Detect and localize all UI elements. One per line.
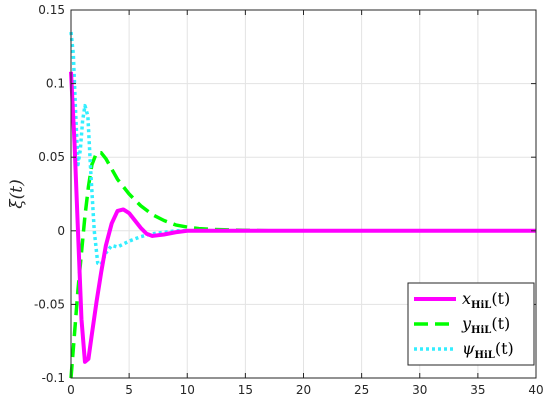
legend-entry-1: yHiL(t): [461, 314, 510, 336]
series-line-1: [69, 151, 536, 379]
y-tick-label: 0.15: [38, 3, 65, 17]
x-tick-label: 40: [528, 383, 543, 397]
y-tick-label: 0: [57, 224, 65, 238]
x-tick-label: 20: [296, 383, 311, 397]
x-tick-label: 15: [238, 383, 253, 397]
legend-entry-argument: (t): [491, 289, 510, 308]
x-tick-label: 5: [125, 383, 133, 397]
legend-entry-symbol: ψ: [462, 339, 475, 358]
grid: [70, 9, 537, 379]
y-axis-label: ξ(t): [7, 179, 27, 208]
axis-ticks: 0 5 10 15 20 25 30 35 40 -0.1 -0.05 0 0.05 0.1 0.15: [34, 3, 544, 397]
legend: xHiL(t)yHiL(t)ψHiL(t): [407, 282, 535, 366]
legend-entry-subscript: HiL: [471, 325, 491, 336]
series-line-0: [69, 71, 536, 364]
legend-entry-2: ψHiL(t): [462, 339, 514, 361]
x-tick-label: 35: [470, 383, 485, 397]
legend-entry-0: xHiL(t): [462, 289, 510, 311]
y-tick-label: -0.05: [34, 297, 65, 311]
legend-entry-argument: (t): [495, 339, 514, 358]
y-tick-label: -0.1: [42, 371, 65, 385]
plot-series: [69, 31, 536, 379]
x-tick-label: 25: [354, 383, 369, 397]
x-tick-label: 30: [412, 383, 427, 397]
y-tick-label: 0.1: [46, 77, 65, 91]
legend-entry-symbol: y: [461, 314, 472, 333]
legend-entry-symbol: x: [462, 289, 471, 308]
legend-entry-argument: (t): [491, 314, 510, 333]
x-tick-label: 10: [180, 383, 195, 397]
legend-entry-subscript: HiL: [475, 350, 495, 361]
legend-entry-subscript: HiL: [471, 300, 491, 311]
legend-box: [407, 282, 535, 366]
y-tick-label: 0.05: [38, 150, 65, 164]
x-tick-label: 0: [67, 383, 75, 397]
